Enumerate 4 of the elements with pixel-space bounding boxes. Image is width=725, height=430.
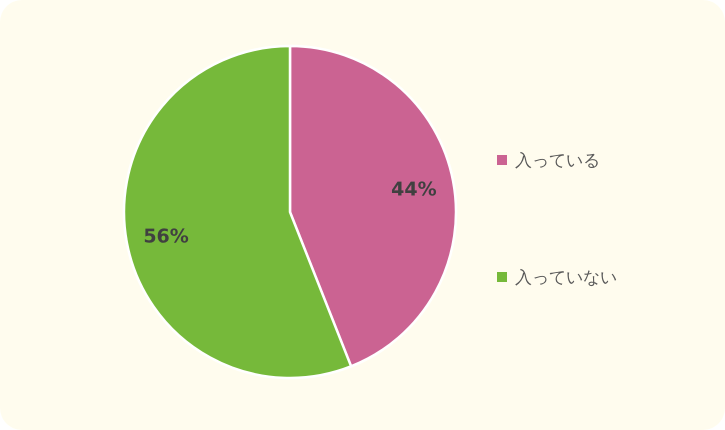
legend-label: 入っていない: [515, 268, 617, 288]
legend-label: 入っている: [515, 151, 600, 171]
data-label: 56%: [143, 226, 189, 248]
data-label: 44%: [391, 178, 437, 200]
